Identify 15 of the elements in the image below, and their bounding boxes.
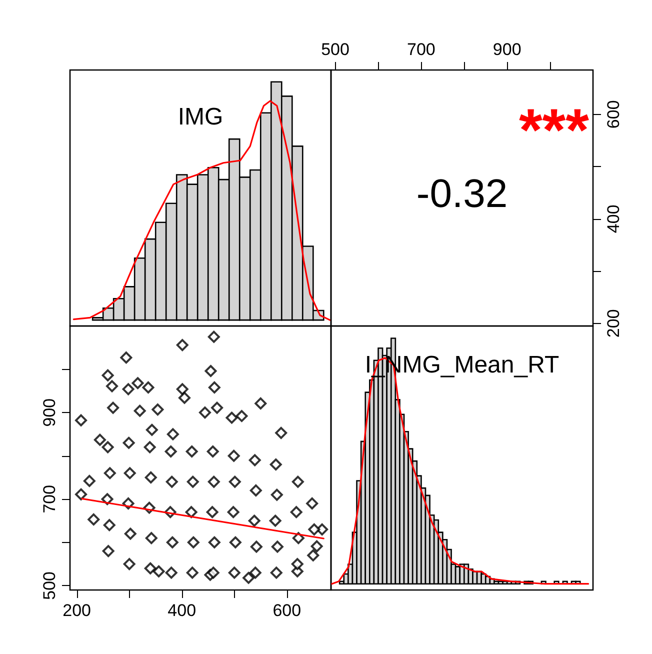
y-tick-label: 200: [604, 309, 623, 338]
x-tick-label: 400: [168, 601, 196, 620]
x-tick-label: 600: [272, 601, 302, 620]
y-tick-label: 500: [40, 571, 59, 600]
text: IMG: [178, 104, 224, 130]
y-tick-label: 400: [604, 204, 623, 234]
y-tick-label: 700: [40, 484, 59, 514]
x-tick-label: 900: [492, 40, 522, 59]
y-tick-label: 900: [40, 398, 59, 427]
x-tick-label: 700: [407, 40, 436, 59]
x-tick-label: 500: [321, 40, 350, 59]
annotation: ***: [518, 96, 590, 164]
y-tick-label: 600: [604, 100, 623, 129]
annotation: -0.32: [416, 172, 508, 216]
x-tick-label: 200: [62, 601, 92, 620]
